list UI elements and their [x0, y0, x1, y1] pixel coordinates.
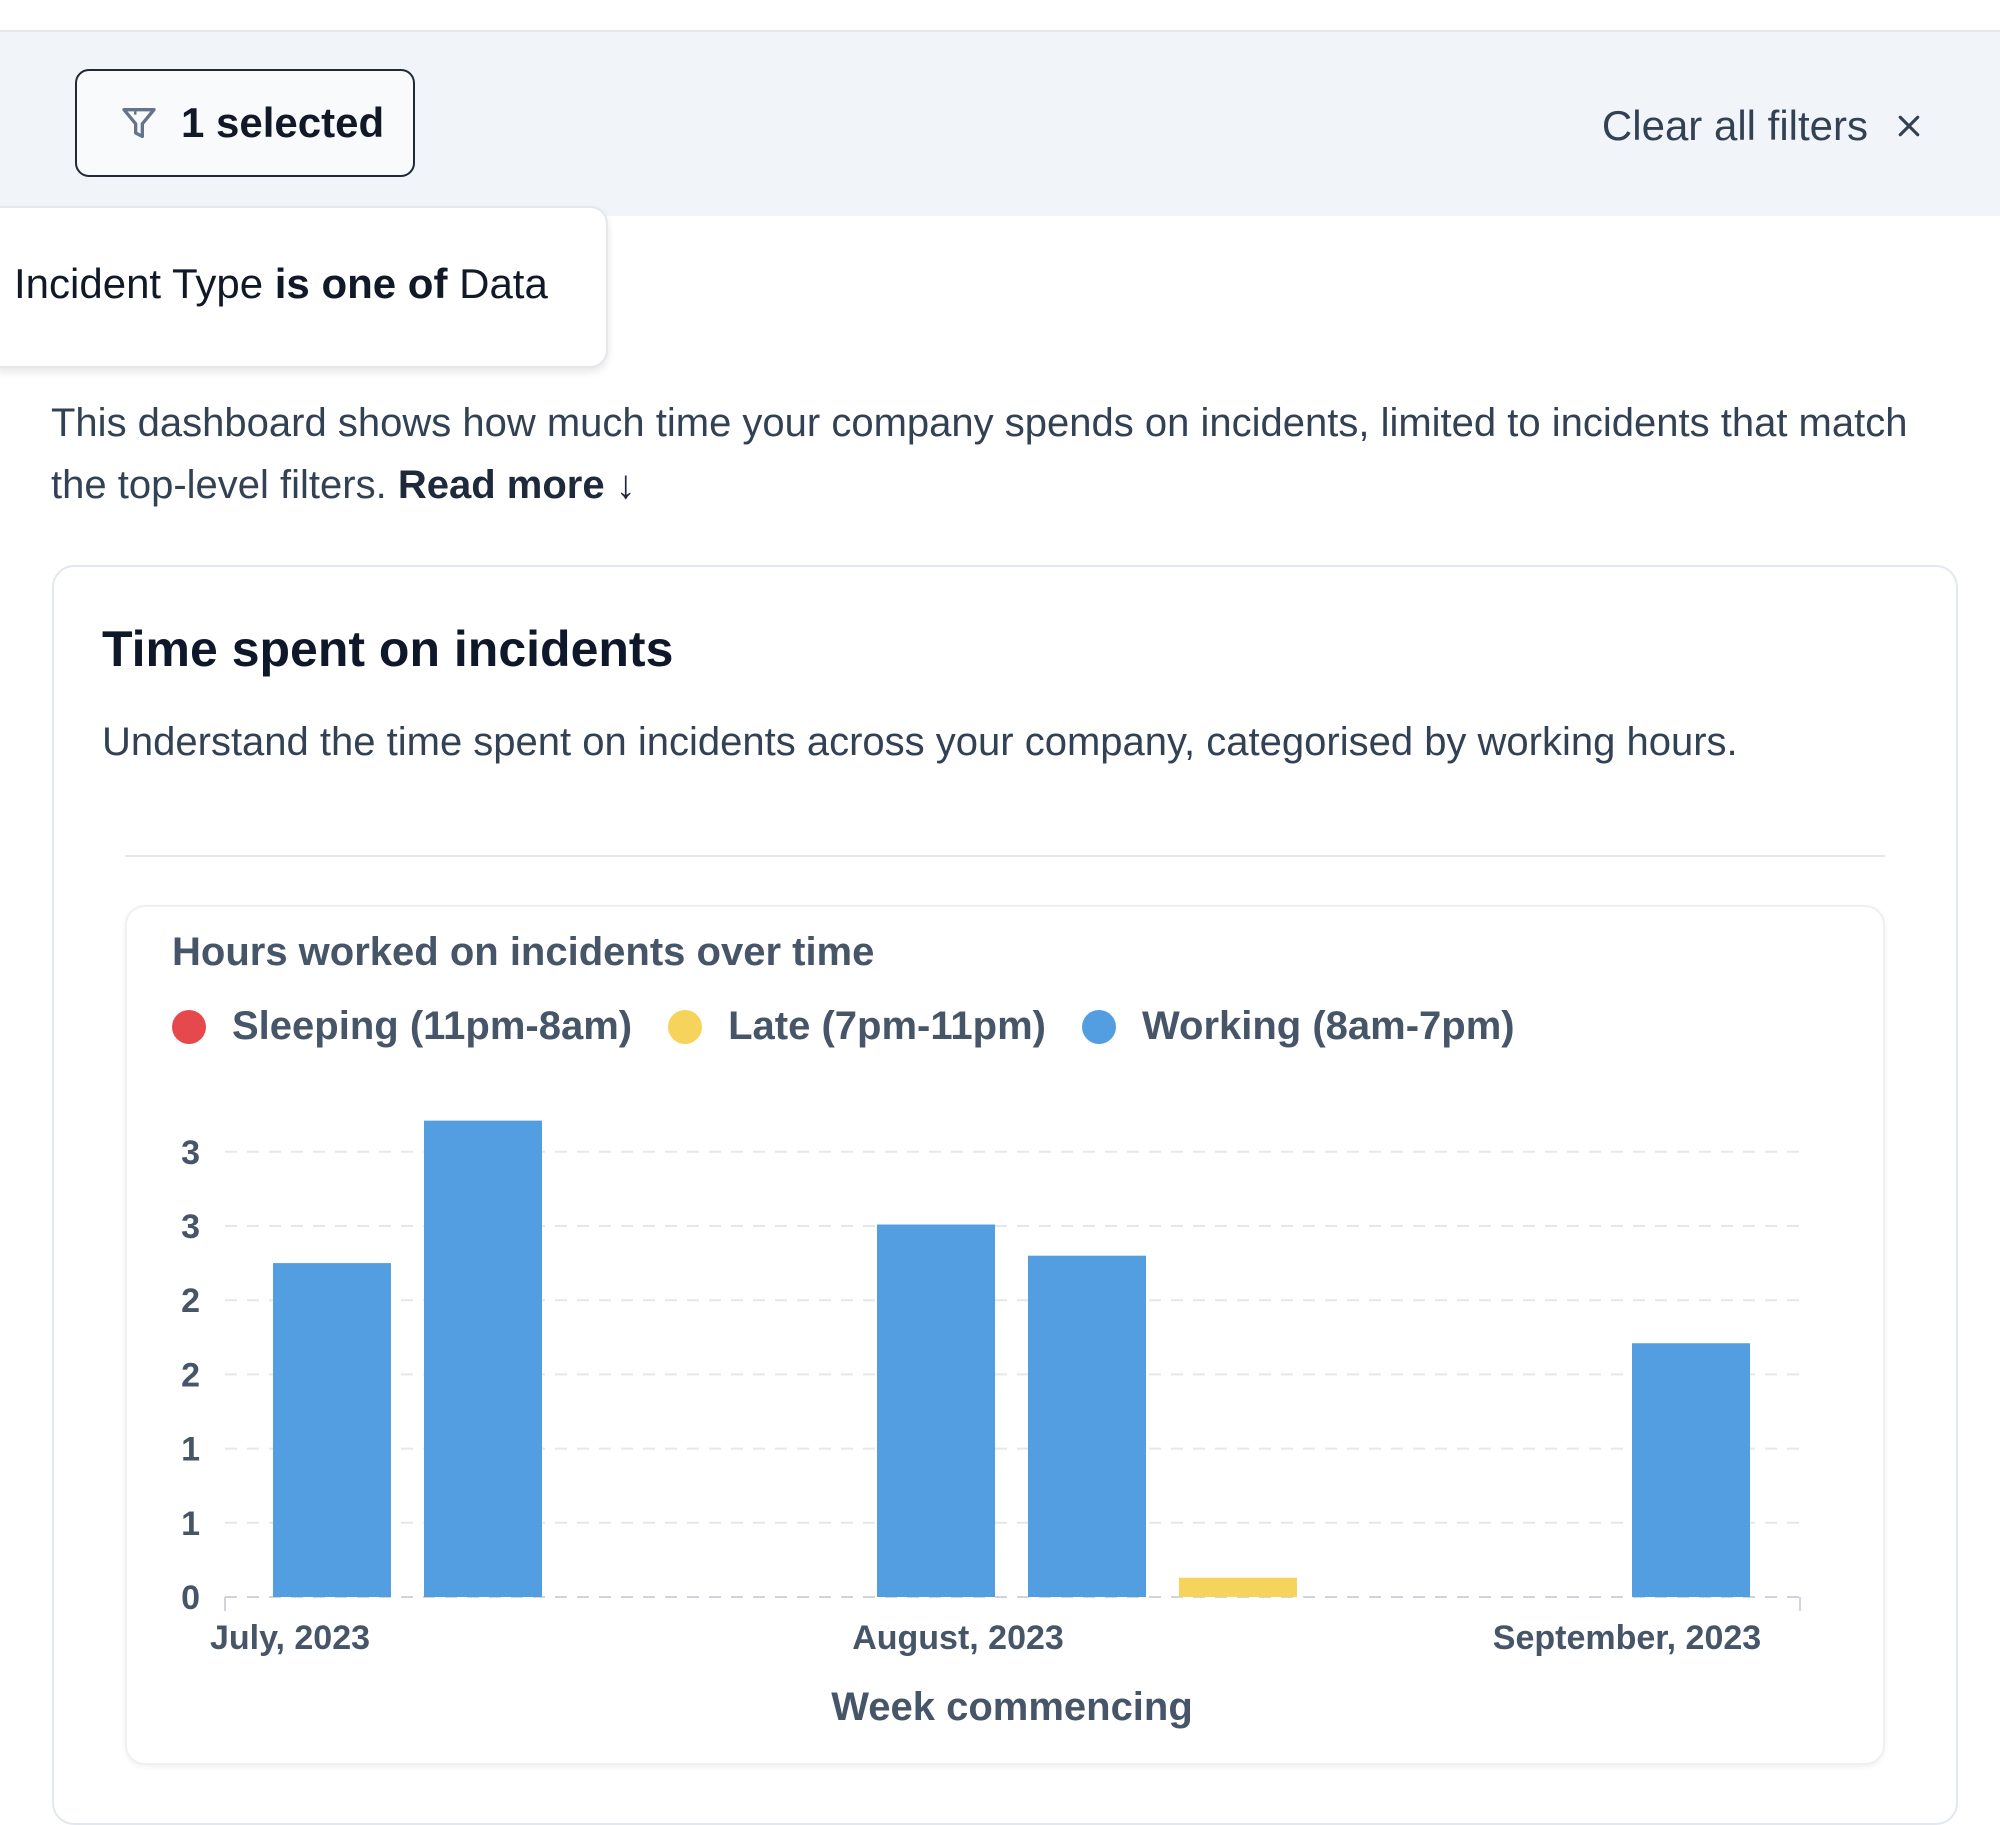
legend-dot-sleeping	[172, 1009, 206, 1044]
x-tick-label: September, 2023	[1493, 1619, 1761, 1657]
x-axis-title: Week commencing	[831, 1685, 1193, 1729]
x-tick-label: July, 2023	[210, 1619, 370, 1657]
y-tick-label: 3	[181, 1208, 200, 1246]
legend-label-late: Late (7pm-11pm)	[728, 1004, 1046, 1048]
x-tick-label: August, 2023	[852, 1619, 1064, 1657]
dashboard-intro: This dashboard shows how much time your …	[51, 392, 1951, 516]
legend-item-sleeping[interactable]: Sleeping (11pm-8am)	[172, 1004, 632, 1049]
bar-late[interactable]	[1179, 1577, 1297, 1597]
legend-item-working[interactable]: Working (8am-7pm)	[1081, 1004, 1515, 1049]
close-icon	[1898, 115, 1920, 137]
filter-button[interactable]: 1 selected	[75, 69, 415, 177]
filter-icon	[122, 108, 156, 138]
chart-card	[125, 905, 1885, 1765]
legend-label-sleeping: Sleeping (11pm-8am)	[232, 1004, 633, 1048]
y-tick-label: 1	[181, 1431, 200, 1469]
y-tick-label: 0	[181, 1579, 200, 1617]
card-divider	[125, 855, 1885, 857]
chart-title: Hours worked on incidents over time	[172, 930, 875, 974]
bar-working[interactable]	[1632, 1343, 1750, 1597]
bar-working[interactable]	[273, 1263, 391, 1597]
y-tick-label: 2	[181, 1282, 200, 1320]
card-description: Understand the time spent on incidents a…	[102, 720, 1738, 764]
filter-field: Incident Type	[14, 260, 264, 307]
card-title: Time spent on incidents	[102, 621, 674, 677]
read-more-link[interactable]: Read more ↓	[397, 463, 636, 507]
legend-dot-working	[1081, 1009, 1116, 1044]
chart-legend: Sleeping (11pm-8am) Late (7pm-11pm) Work…	[172, 1004, 1551, 1049]
y-tick-label: 3	[181, 1134, 200, 1172]
legend-item-late[interactable]: Late (7pm-11pm)	[668, 1004, 1046, 1049]
filter-button-label: 1 selected	[181, 99, 385, 146]
filter-condition[interactable]: Incident Type is one of Data	[14, 260, 548, 308]
top-strip	[0, 0, 2000, 32]
legend-label-working: Working (8am-7pm)	[1141, 1004, 1515, 1048]
clear-all-filters-label: Clear all filters	[1601, 102, 1868, 149]
y-tick-label: 2	[181, 1356, 200, 1394]
filter-value: Data	[459, 260, 548, 307]
intro-text: This dashboard shows how much time your …	[51, 401, 1908, 507]
filter-operator: is one of	[274, 260, 448, 307]
bar-working[interactable]	[424, 1120, 542, 1597]
bar-working[interactable]	[877, 1224, 995, 1597]
filter-popover: Incident Type is one of Data	[0, 206, 608, 368]
y-tick-label: 1	[181, 1505, 200, 1543]
bar-working[interactable]	[1028, 1255, 1146, 1597]
legend-dot-late	[668, 1009, 703, 1044]
clear-all-filters-button[interactable]: Clear all filters	[1602, 96, 1924, 156]
hours-bar-chart: 0 1 1 2 2 3 3 July, 2023 August, 2023 September, …	[181, 1120, 1801, 1729]
